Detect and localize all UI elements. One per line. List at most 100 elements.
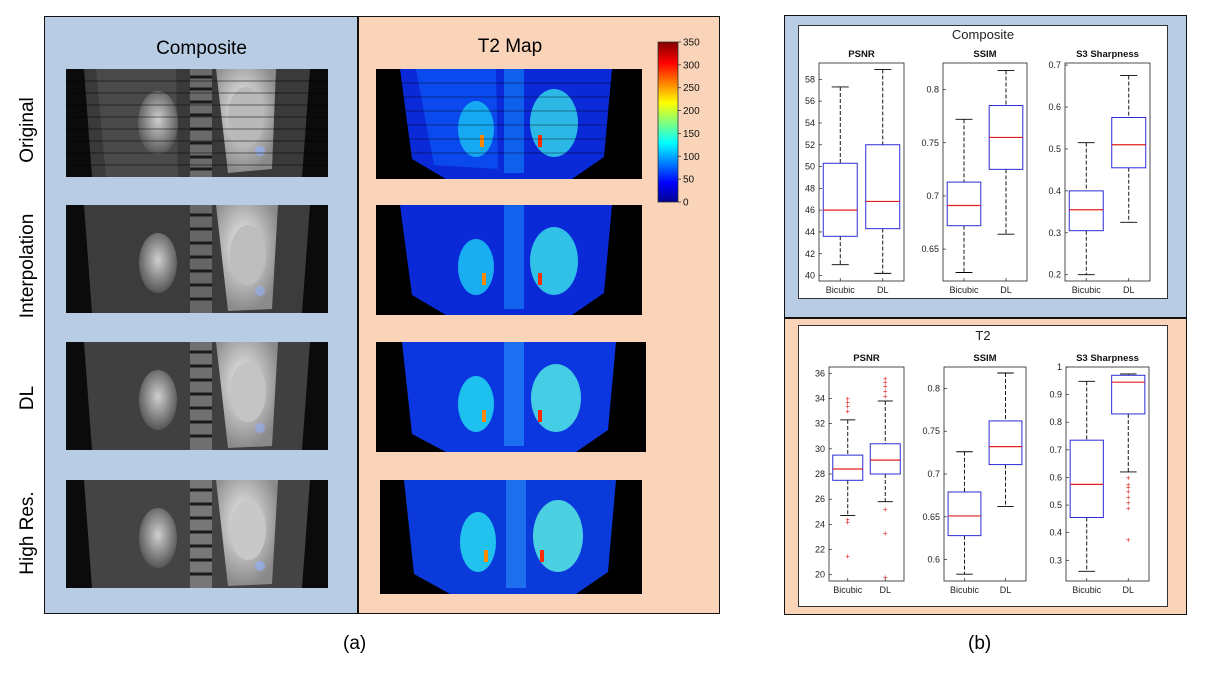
t2-map-dl	[376, 342, 646, 452]
outlier-marker: +	[883, 529, 888, 538]
colorbar-tick-label: 50	[683, 175, 695, 186]
y-tick-label: 32	[815, 419, 825, 429]
caption-a: (a)	[343, 633, 367, 654]
t2-colorbar: 350 300 250 200 150 100 50 0	[657, 38, 700, 209]
subplot-title: PSNR	[853, 353, 880, 364]
iqr-box	[947, 491, 982, 537]
group-title: Composite	[952, 27, 1014, 42]
t2-map-interpolation	[376, 205, 642, 315]
panel-a-frame	[44, 16, 720, 614]
outlier-marker: +	[1126, 483, 1131, 492]
iqr-box	[822, 162, 858, 237]
outlier-marker: +	[1126, 487, 1131, 496]
x-tick-label: DL	[1000, 285, 1012, 295]
axes-box	[943, 366, 1027, 582]
outlier-marker: +	[1126, 498, 1131, 507]
mri-composite-interpolation	[66, 205, 328, 313]
x-tick-label: DL	[877, 285, 889, 295]
subplot-title: S3 Sharpness	[1076, 353, 1139, 364]
x-tick-label: Bicubic	[949, 285, 979, 295]
y-tick-label: 0.2	[1048, 270, 1061, 280]
outlier-marker: +	[883, 505, 888, 514]
outlier-marker: +	[1126, 504, 1131, 513]
y-tick-label: 46	[805, 205, 815, 215]
colorbar-tick-label: 0	[683, 198, 689, 209]
axes-box	[1064, 62, 1151, 282]
y-tick-label: 0.65	[921, 244, 939, 254]
iqr-box	[1069, 439, 1104, 518]
y-tick-label: 20	[815, 570, 825, 580]
col-title-t2-map: T2 Map	[477, 36, 543, 57]
y-tick-label: 0.75	[922, 426, 940, 436]
colorbar-tick-label: 100	[683, 152, 700, 163]
y-tick-label: 0.8	[1049, 417, 1062, 427]
y-tick-label: 0.3	[1049, 555, 1062, 565]
y-tick-label: 0.7	[926, 191, 939, 201]
iqr-box	[1068, 190, 1104, 232]
y-tick-label: 48	[805, 183, 815, 193]
y-tick-label: 0.7	[927, 469, 940, 479]
y-tick-label: 24	[815, 519, 825, 529]
t2-map-high-res	[380, 480, 642, 594]
y-tick-label: 0.5	[1049, 500, 1062, 510]
iqr-box	[832, 454, 864, 481]
y-tick-label: 42	[805, 249, 815, 259]
y-tick-label: 22	[815, 545, 825, 555]
colorbar-tick-label: 300	[683, 60, 700, 71]
y-tick-label: 40	[805, 271, 815, 281]
y-tick-label: 26	[815, 494, 825, 504]
x-tick-label: DL	[1000, 585, 1012, 595]
x-tick-label: Bicubic	[950, 585, 980, 595]
y-tick-label: 0.8	[927, 383, 940, 393]
outlier-marker: +	[1126, 493, 1131, 502]
colorbar-tick-labels: 350 300 250 200 150 100 50 0	[678, 38, 700, 209]
axes-box	[1065, 366, 1150, 582]
y-tick-label: 28	[815, 469, 825, 479]
x-tick-label: DL	[1123, 285, 1135, 295]
y-tick-label: 0.65	[922, 512, 940, 522]
x-tick-label: DL	[879, 585, 891, 595]
iqr-box	[865, 144, 901, 230]
outlier-marker: +	[845, 518, 850, 527]
x-tick-label: Bicubic	[826, 285, 856, 295]
colorbar-tick-label: 150	[683, 129, 700, 140]
y-tick-label: 0.4	[1048, 186, 1061, 196]
colorbar-tick-label: 250	[683, 83, 700, 94]
y-tick-label: 0.6	[927, 555, 940, 565]
subplot-title: S3 Sharpness	[1076, 49, 1139, 60]
y-tick-label: 56	[805, 96, 815, 106]
outlier-marker: +	[845, 402, 850, 411]
y-tick-label: 0.3	[1048, 228, 1061, 238]
y-tick-label: 0.7	[1049, 445, 1062, 455]
outlier-marker: +	[883, 387, 888, 396]
y-tick-label: 54	[805, 118, 815, 128]
mri-composite-dl	[66, 342, 328, 450]
outlier-marker: +	[845, 398, 850, 407]
iqr-box	[869, 443, 901, 475]
y-tick-label: 1	[1057, 362, 1062, 372]
outlier-marker: +	[845, 552, 850, 561]
outlier-marker: +	[883, 392, 888, 401]
x-tick-label: Bicubic	[1072, 585, 1102, 595]
y-tick-label: 0.9	[1049, 390, 1062, 400]
group-title: T2	[975, 328, 990, 343]
iqr-box	[988, 420, 1023, 466]
outlier-marker: +	[1126, 480, 1131, 489]
y-tick-label: 44	[805, 227, 815, 237]
outlier-marker: +	[883, 378, 888, 387]
colorbar-tick-label: 200	[683, 106, 700, 117]
axes-box	[818, 62, 905, 282]
outlier-marker: +	[845, 407, 850, 416]
subplot-title: PSNR	[848, 49, 875, 60]
y-tick-label: 0.4	[1049, 528, 1062, 538]
outlier-marker: +	[845, 515, 850, 524]
mri-composite-high-res	[66, 480, 328, 588]
col-title-composite: Composite	[156, 38, 247, 59]
axes-box	[942, 62, 1028, 282]
outlier-marker: +	[845, 394, 850, 403]
panel-a-divider	[357, 17, 359, 613]
y-tick-label: 0.8	[926, 85, 939, 95]
y-tick-label: 52	[805, 140, 815, 150]
y-tick-label: 34	[815, 393, 825, 403]
